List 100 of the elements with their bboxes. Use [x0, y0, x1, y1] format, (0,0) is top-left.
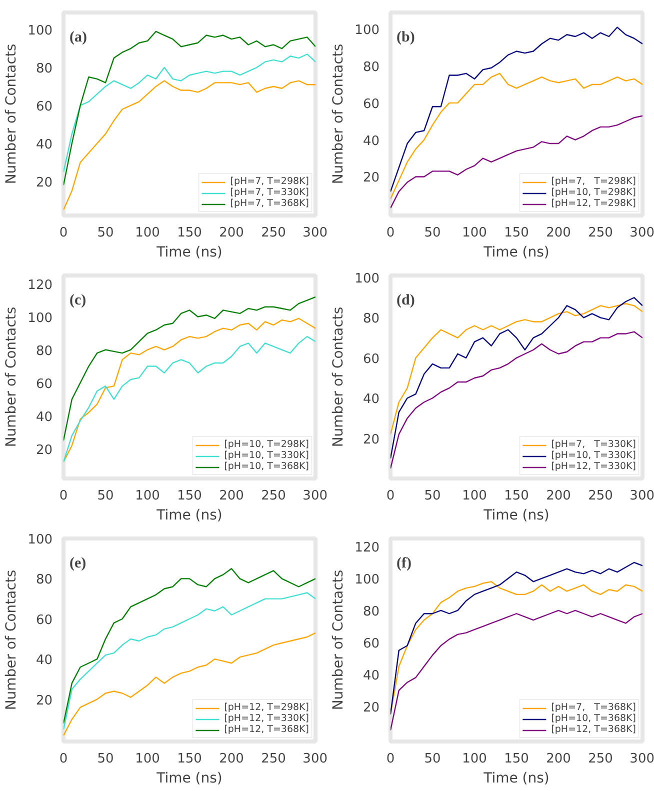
- x-tick-label: 0: [386, 752, 395, 766]
- x-axis-title: Time (ns): [482, 244, 550, 260]
- legend-label: [pH=10, T=298K]: [551, 187, 636, 198]
- legend-label: [pH=10, T=368K]: [224, 461, 309, 472]
- x-axis-title: Time (ns): [156, 770, 222, 786]
- y-tick-label: 20: [36, 175, 53, 190]
- x-tick-label: 300: [302, 226, 328, 240]
- y-tick-label: 80: [36, 62, 53, 77]
- y-tick-label: 80: [36, 572, 53, 588]
- x-axis-title: Time (ns): [482, 508, 550, 524]
- x-tick-label: 300: [302, 488, 328, 504]
- x-tick-label: 300: [630, 226, 654, 240]
- y-tick-label: 100: [28, 532, 53, 548]
- y-axis-title: Number of Contacts: [4, 306, 20, 448]
- y-tick-label: 60: [362, 352, 380, 367]
- x-tick-label: 300: [630, 488, 654, 504]
- x-tick-label: 250: [588, 488, 613, 504]
- y-tick-label: 40: [36, 137, 53, 152]
- x-tick-label: 50: [97, 488, 114, 504]
- y-tick-label: 80: [362, 60, 380, 76]
- x-tick-label: 150: [504, 226, 529, 240]
- y-tick-label: 100: [28, 310, 53, 326]
- x-tick-label: 200: [546, 752, 571, 766]
- y-tick-label: 20: [36, 442, 53, 458]
- legend-label: [pH=7, T=330K]: [551, 439, 636, 450]
- x-tick-label: 0: [59, 488, 68, 504]
- annotation: (d): [396, 292, 415, 308]
- y-tick-label: 60: [36, 376, 53, 392]
- y-tick-label: 80: [36, 344, 53, 359]
- annotation: (f): [396, 556, 412, 572]
- x-tick-label: 50: [424, 752, 441, 766]
- x-tick-label: 150: [504, 752, 529, 766]
- y-tick-label: 40: [36, 410, 53, 425]
- x-tick-label: 0: [59, 226, 68, 240]
- y-tick-label: 100: [354, 23, 380, 38]
- x-tick-label: 50: [424, 488, 441, 504]
- y-tick-label: 100: [28, 24, 53, 39]
- legend-label: [pH=12, T=298K]: [224, 702, 309, 713]
- legend-label: [pH=7, T=298K]: [551, 176, 636, 187]
- x-tick-label: 150: [504, 488, 529, 504]
- y-tick-label: 20: [36, 693, 53, 708]
- y-tick-label: 40: [362, 134, 380, 149]
- y-tick-label: 40: [36, 653, 53, 668]
- legend-label: [pH=7, T=368K]: [551, 702, 636, 713]
- x-tick-label: 200: [219, 752, 244, 766]
- x-tick-label: 200: [219, 226, 244, 240]
- legend-label: [pH=12, T=368K]: [224, 724, 309, 735]
- x-tick-label: 250: [588, 752, 613, 766]
- y-tick-label: 40: [362, 392, 380, 408]
- legend-label: [pH=7, T=298K]: [230, 176, 309, 187]
- x-tick-label: 300: [630, 752, 654, 766]
- legend-label: [pH=7, T=330K]: [230, 187, 309, 198]
- legend-label: [pH=10, T=330K]: [224, 450, 309, 461]
- legend-label: [pH=12, T=330K]: [224, 713, 309, 724]
- legend-label: [pH=12, T=330K]: [551, 461, 636, 472]
- x-tick-label: 100: [135, 752, 160, 766]
- legend-label: [pH=12, T=298K]: [551, 198, 636, 209]
- y-tick-label: 60: [362, 96, 380, 112]
- x-tick-label: 150: [177, 752, 202, 766]
- legend-label: [pH=10, T=298K]: [224, 439, 309, 450]
- x-tick-label: 250: [261, 226, 286, 240]
- x-tick-label: 150: [177, 488, 202, 504]
- x-axis-title: Time (ns): [156, 244, 222, 260]
- x-tick-label: 100: [462, 488, 487, 504]
- y-tick-label: 100: [354, 572, 380, 588]
- y-tick-label: 60: [362, 636, 380, 652]
- x-tick-label: 200: [219, 488, 244, 504]
- x-tick-label: 100: [135, 226, 160, 240]
- x-axis-title: Time (ns): [482, 770, 550, 786]
- legend-label: [pH=12, T=368K]: [551, 724, 636, 735]
- y-tick-label: 120: [28, 278, 53, 293]
- x-tick-label: 250: [261, 488, 286, 504]
- x-tick-label: 50: [97, 226, 114, 240]
- y-tick-label: 120: [354, 540, 380, 556]
- y-tick-label: 40: [362, 668, 380, 684]
- y-tick-label: 60: [36, 99, 53, 114]
- x-tick-label: 100: [135, 488, 160, 504]
- x-tick-label: 50: [97, 752, 114, 766]
- y-axis-title: Number of Contacts: [330, 570, 347, 710]
- x-tick-label: 200: [546, 226, 571, 240]
- y-tick-label: 20: [362, 700, 380, 716]
- annotation: (e): [70, 556, 86, 572]
- x-tick-label: 100: [462, 752, 487, 766]
- y-axis-title: Number of Contacts: [330, 44, 347, 184]
- y-tick-label: 60: [36, 612, 53, 628]
- x-tick-label: 0: [386, 226, 395, 240]
- y-tick-label: 20: [362, 432, 380, 448]
- x-tick-label: 200: [546, 488, 571, 504]
- legend-label: [pH=10, T=330K]: [551, 450, 636, 461]
- legend-label: [pH=7, T=368K]: [230, 198, 309, 209]
- x-tick-label: 0: [59, 752, 68, 766]
- x-tick-label: 250: [261, 752, 286, 766]
- x-tick-label: 150: [177, 226, 202, 240]
- annotation: (a): [70, 30, 87, 46]
- y-tick-label: 20: [362, 170, 380, 186]
- y-axis-title: Number of Contacts: [330, 306, 347, 448]
- x-tick-label: 0: [386, 488, 395, 504]
- y-tick-label: 100: [354, 272, 380, 287]
- y-tick-label: 80: [362, 604, 380, 620]
- y-axis-title: Number of Contacts: [4, 570, 20, 710]
